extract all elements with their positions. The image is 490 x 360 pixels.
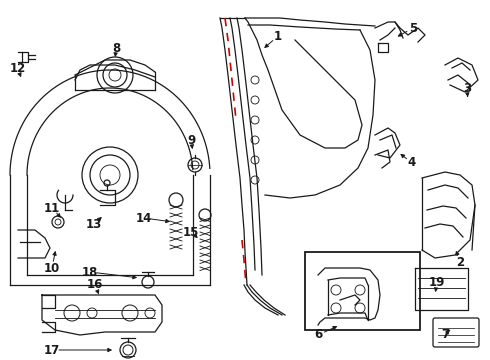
Text: 19: 19 [429,275,445,288]
Text: 7: 7 [441,328,449,342]
Text: 8: 8 [112,41,120,54]
Text: 10: 10 [44,261,60,274]
Text: 14: 14 [136,211,152,225]
Text: 18: 18 [82,266,98,279]
Text: 16: 16 [87,279,103,292]
Text: 1: 1 [274,30,282,42]
Text: 15: 15 [183,225,199,238]
Text: 5: 5 [409,22,417,35]
Text: 3: 3 [463,82,471,95]
Text: 13: 13 [86,217,102,230]
Text: 11: 11 [44,202,60,215]
Bar [305,252,420,330]
Text: 2: 2 [456,256,464,269]
Text: 9: 9 [187,134,195,147]
Text: 12: 12 [10,63,26,76]
Text: 6: 6 [314,328,322,342]
Text: 17: 17 [44,343,60,356]
Text: 4: 4 [408,157,416,170]
